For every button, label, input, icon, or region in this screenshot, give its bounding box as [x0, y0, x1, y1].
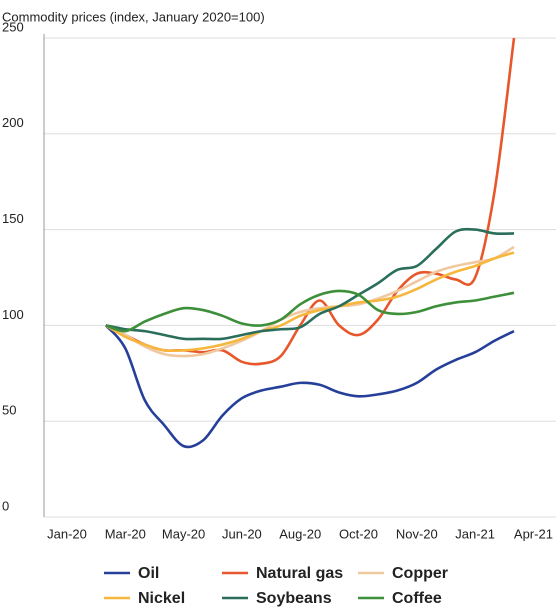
y-tick-label: 50	[2, 403, 16, 418]
y-tick-label: 100	[2, 307, 24, 322]
series-line	[105, 227, 515, 341]
x-tick-label: Aug-20	[279, 526, 321, 541]
series-line	[105, 245, 515, 358]
x-tick-label: Mar-20	[105, 526, 146, 541]
x-tick-label: Jun-20	[222, 526, 262, 541]
x-tick-label: Jan-20	[47, 526, 87, 541]
legend-label: Nickel	[138, 590, 185, 607]
y-tick-label: 0	[2, 498, 9, 513]
legend-label: Coffee	[392, 590, 442, 607]
series-line	[105, 37, 516, 366]
legend-label: Natural gas	[256, 565, 343, 582]
x-tick-label: May-20	[162, 526, 205, 541]
chart-title: Commodity prices (index, January 2020=10…	[2, 9, 265, 24]
x-tick-label: Jan-21	[455, 526, 495, 541]
x-tick-label: Oct-20	[339, 526, 378, 541]
series-line	[105, 251, 515, 353]
series-line	[104, 324, 515, 449]
plot-lines	[104, 37, 516, 449]
legend-label: Soybeans	[256, 590, 332, 607]
legend-label: Copper	[392, 565, 448, 582]
y-tick-label: 250	[2, 19, 24, 34]
y-tick-label: 200	[2, 115, 24, 130]
y-tick-label: 150	[2, 211, 24, 226]
series-line	[105, 289, 515, 333]
x-tick-label: Apr-21	[514, 526, 553, 541]
x-tick-label: Nov-20	[396, 526, 438, 541]
legend-label: Oil	[138, 565, 159, 582]
